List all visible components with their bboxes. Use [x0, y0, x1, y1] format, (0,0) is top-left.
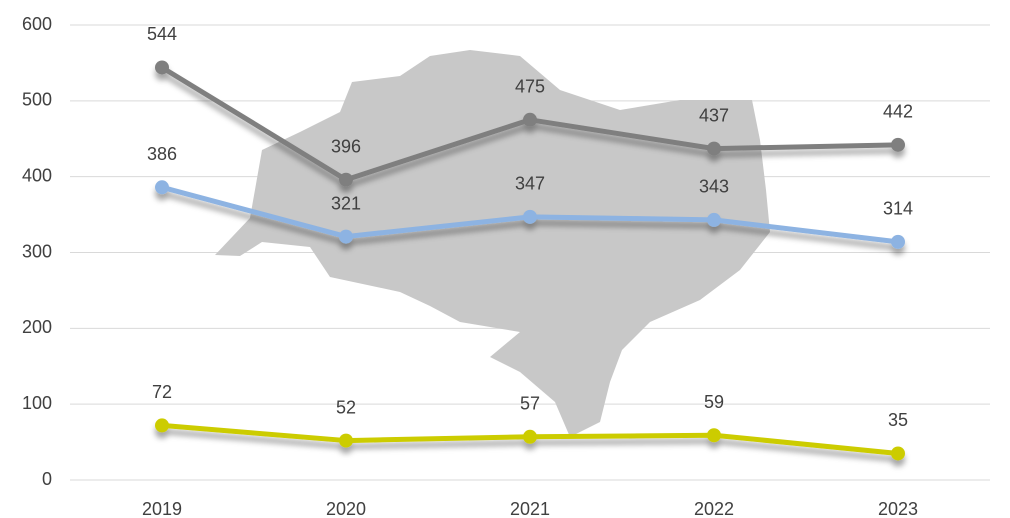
y-tick-label: 0 [42, 469, 52, 489]
point [707, 428, 721, 443]
x-tick-label: 2021 [510, 499, 550, 518]
x-tick-label: 2019 [142, 499, 182, 518]
data-label: 475 [515, 77, 545, 97]
y-tick-label: 400 [22, 165, 52, 185]
x-tick-label: 2023 [878, 499, 918, 518]
data-label: 347 [515, 174, 545, 194]
data-label: 59 [704, 392, 724, 412]
point [891, 137, 905, 152]
point [339, 172, 353, 187]
y-tick-label: 200 [22, 317, 52, 337]
point [891, 446, 905, 461]
point [339, 433, 353, 448]
data-label: 314 [883, 199, 913, 219]
data-label: 437 [699, 105, 729, 125]
x-tick-label: 2020 [326, 499, 366, 518]
point [707, 141, 721, 156]
point [707, 212, 721, 227]
data-label: 386 [147, 144, 177, 164]
y-tick-label: 100 [22, 393, 52, 413]
data-label: 442 [883, 102, 913, 122]
point [155, 60, 169, 75]
data-label: 544 [147, 24, 177, 44]
data-label: 321 [331, 193, 361, 213]
point [155, 180, 169, 195]
data-label: 343 [699, 177, 729, 197]
point [523, 112, 537, 127]
data-label: 52 [336, 397, 356, 417]
series [155, 418, 905, 461]
data-label: 35 [888, 410, 908, 430]
series [155, 180, 905, 249]
y-tick-label: 600 [22, 14, 52, 34]
point [891, 234, 905, 249]
series [155, 60, 905, 187]
y-tick-label: 300 [22, 241, 52, 261]
point [339, 229, 353, 244]
data-label: 396 [331, 136, 361, 156]
x-tick-label: 2022 [694, 499, 734, 518]
point [155, 418, 169, 433]
data-label: 57 [520, 394, 540, 414]
map-background [215, 50, 770, 437]
data-label: 72 [152, 382, 172, 402]
y-tick-label: 500 [22, 90, 52, 110]
point [523, 429, 537, 444]
point [523, 209, 537, 224]
